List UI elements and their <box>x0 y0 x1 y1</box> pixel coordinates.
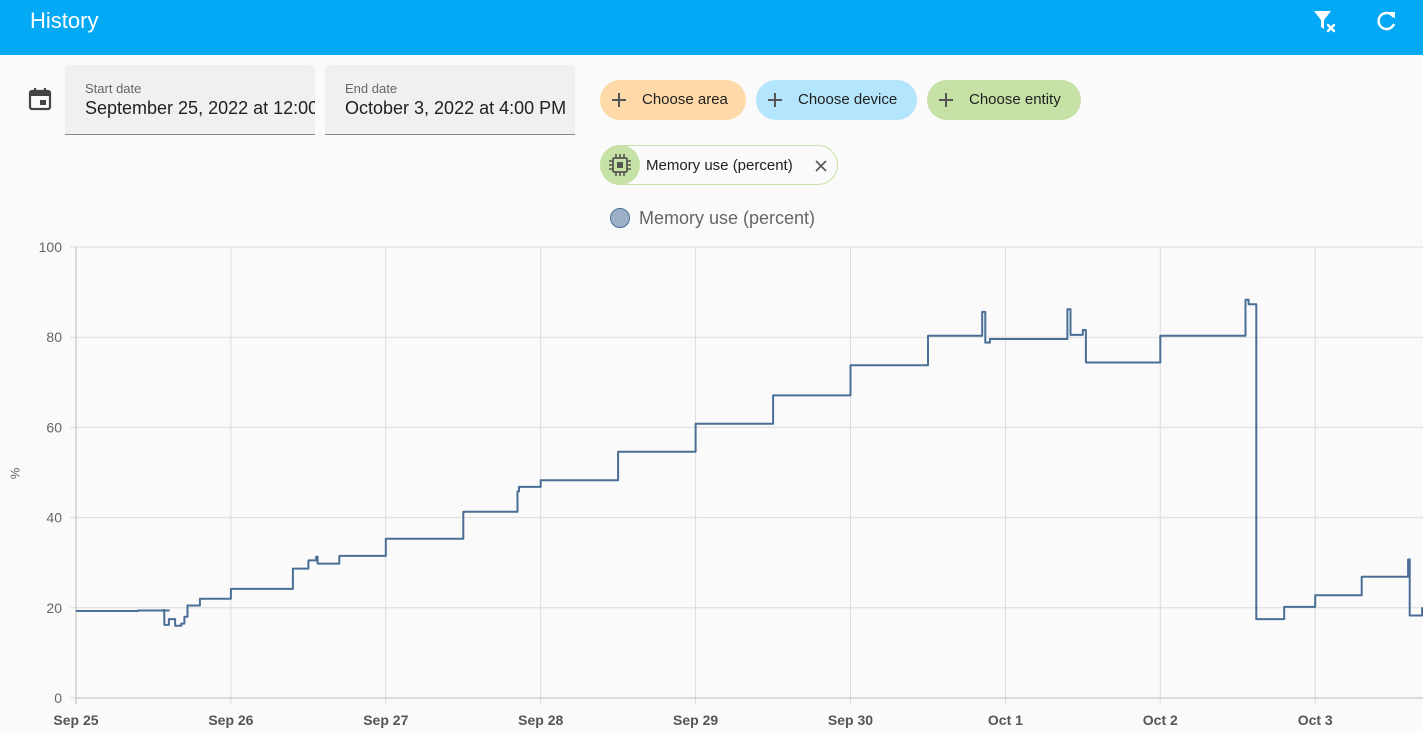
x-tick-label: Sep 29 <box>673 712 718 728</box>
x-tick-label: Sep 27 <box>363 712 408 728</box>
choose-device-label: Choose device <box>798 91 898 108</box>
y-tick-label: 40 <box>46 510 62 526</box>
legend-swatch <box>610 208 630 228</box>
calendar-icon[interactable] <box>28 87 52 111</box>
y-tick-label: 100 <box>39 239 63 255</box>
x-tick-label: Sep 25 <box>53 712 98 728</box>
choose-device-button[interactable]: Choose device <box>756 80 917 120</box>
start-date-field[interactable]: Start date September 25, 2022 at 12:00 A… <box>65 65 315 135</box>
history-chart[interactable]: 0 20 40 60 80 100 Sep 25 Sep 26 Sep 27 Sep 28 Sep … <box>0 230 1423 732</box>
selected-entity-label: Memory use (percent) <box>646 157 793 174</box>
plus-icon <box>612 93 626 107</box>
x-tick-label: Sep 26 <box>208 712 253 728</box>
memory-chip-icon <box>600 145 640 185</box>
selected-entity-chip[interactable]: Memory use (percent) <box>600 145 838 185</box>
series-line-memory-use[interactable] <box>76 298 1423 627</box>
choose-area-label: Choose area <box>642 91 728 108</box>
y-tick-label: 60 <box>46 419 62 435</box>
y-tick-label: 20 <box>46 600 62 616</box>
plus-icon <box>939 93 953 107</box>
choose-entity-button[interactable]: Choose entity <box>927 80 1081 120</box>
choose-entity-label: Choose entity <box>969 91 1061 108</box>
end-date-field[interactable]: End date October 3, 2022 at 4:00 PM <box>325 65 575 135</box>
start-date-value: September 25, 2022 at 12:00 AM <box>85 98 315 118</box>
refresh-icon[interactable] <box>1374 9 1400 35</box>
legend-label: Memory use (percent) <box>639 208 816 228</box>
choose-area-button[interactable]: Choose area <box>600 80 746 120</box>
x-tick-label: Oct 2 <box>1143 712 1178 728</box>
page-title: History <box>30 8 99 33</box>
x-tick-label: Sep 28 <box>518 712 563 728</box>
close-icon[interactable] <box>812 157 830 175</box>
plus-icon <box>768 93 782 107</box>
x-tick-label: Oct 3 <box>1298 712 1333 728</box>
end-date-value: October 3, 2022 at 4:00 PM <box>345 98 567 118</box>
start-date-label: Start date <box>85 81 142 96</box>
filter-remove-icon[interactable] <box>1313 9 1339 35</box>
x-tick-label: Oct 1 <box>988 712 1023 728</box>
y-tick-label: 0 <box>54 690 62 706</box>
end-date-label: End date <box>345 81 398 96</box>
app-header: History <box>0 0 1423 55</box>
x-tick-label: Sep 30 <box>828 712 873 728</box>
y-tick-label: 80 <box>46 329 62 345</box>
